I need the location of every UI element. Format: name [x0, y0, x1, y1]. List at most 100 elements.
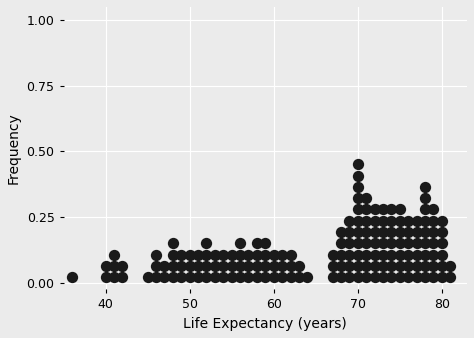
Point [295, 274, 303, 280]
Point [388, 207, 395, 212]
Point [371, 263, 378, 269]
Point [371, 207, 378, 212]
Point [228, 252, 236, 257]
Point [169, 241, 177, 246]
Point [421, 207, 429, 212]
Point [363, 241, 370, 246]
Point [219, 263, 227, 269]
Point [379, 274, 387, 280]
Point [388, 263, 395, 269]
Point [388, 218, 395, 223]
Point [236, 252, 244, 257]
Point [429, 207, 437, 212]
Point [404, 274, 412, 280]
Point [169, 263, 177, 269]
Point [278, 252, 286, 257]
Point [346, 274, 353, 280]
Point [421, 230, 429, 235]
Point [110, 252, 118, 257]
Point [270, 263, 277, 269]
Point [110, 263, 118, 269]
Point [354, 173, 362, 178]
Point [144, 274, 151, 280]
Point [245, 263, 252, 269]
Point [438, 241, 446, 246]
Point [379, 241, 387, 246]
Point [118, 263, 126, 269]
Point [253, 241, 261, 246]
Point [253, 274, 261, 280]
Point [186, 274, 193, 280]
Point [396, 218, 403, 223]
Point [287, 274, 294, 280]
Point [278, 274, 286, 280]
Point [413, 274, 420, 280]
Point [447, 274, 454, 280]
Point [186, 252, 193, 257]
Point [396, 274, 403, 280]
Point [169, 274, 177, 280]
Point [354, 218, 362, 223]
Point [363, 252, 370, 257]
Point [262, 274, 269, 280]
Point [295, 263, 303, 269]
Point [262, 263, 269, 269]
Point [396, 241, 403, 246]
Point [404, 263, 412, 269]
Point [245, 274, 252, 280]
Point [379, 218, 387, 223]
Point [262, 252, 269, 257]
Point [219, 252, 227, 257]
Point [186, 263, 193, 269]
Point [211, 263, 219, 269]
Point [354, 230, 362, 235]
Point [203, 263, 210, 269]
Point [371, 252, 378, 257]
Point [303, 274, 311, 280]
Point [68, 274, 76, 280]
Point [421, 218, 429, 223]
Point [211, 252, 219, 257]
Point [161, 274, 168, 280]
Point [152, 274, 160, 280]
Point [438, 263, 446, 269]
Point [270, 252, 277, 257]
Point [177, 263, 185, 269]
Point [363, 263, 370, 269]
Point [118, 274, 126, 280]
X-axis label: Life Expectancy (years): Life Expectancy (years) [183, 317, 347, 331]
Point [329, 263, 337, 269]
Point [438, 230, 446, 235]
Point [203, 252, 210, 257]
Point [287, 252, 294, 257]
Point [363, 230, 370, 235]
Point [337, 252, 345, 257]
Point [194, 252, 202, 257]
Point [346, 230, 353, 235]
Point [429, 252, 437, 257]
Point [270, 274, 277, 280]
Point [396, 230, 403, 235]
Point [429, 241, 437, 246]
Point [413, 241, 420, 246]
Point [287, 263, 294, 269]
Point [421, 274, 429, 280]
Point [354, 195, 362, 201]
Point [396, 207, 403, 212]
Point [363, 207, 370, 212]
Point [371, 241, 378, 246]
Point [413, 263, 420, 269]
Point [228, 274, 236, 280]
Point [110, 274, 118, 280]
Point [102, 263, 109, 269]
Point [203, 274, 210, 280]
Point [421, 252, 429, 257]
Point [236, 263, 244, 269]
Point [211, 274, 219, 280]
Point [236, 241, 244, 246]
Point [379, 263, 387, 269]
Point [354, 241, 362, 246]
Point [253, 263, 261, 269]
Point [236, 274, 244, 280]
Point [169, 252, 177, 257]
